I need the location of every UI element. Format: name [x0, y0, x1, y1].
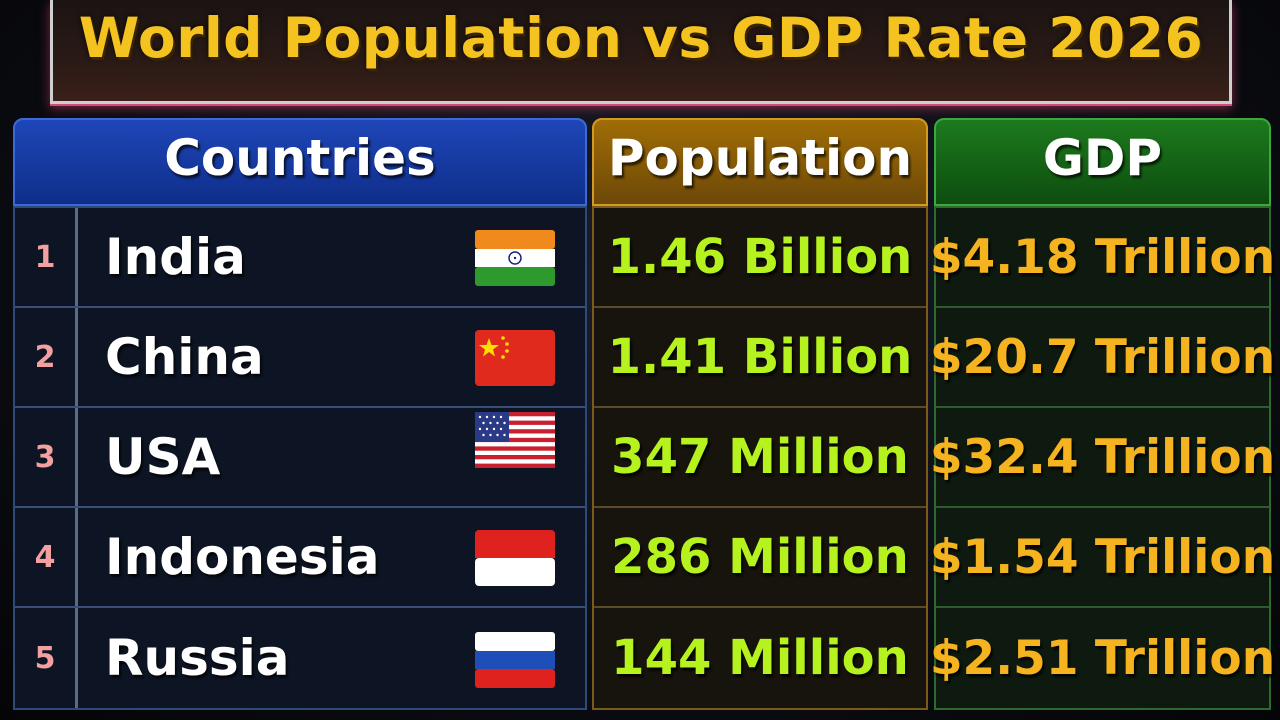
gdp-value: $20.7 Trillion: [929, 329, 1276, 385]
rank-divider: [75, 208, 78, 306]
table-row: 1 India: [15, 208, 585, 308]
rank-divider: [75, 608, 78, 708]
china-flag-icon: [475, 330, 555, 386]
page-title: World Population vs GDP Rate 2026: [78, 6, 1204, 70]
russia-flag-icon: [475, 632, 555, 688]
country-name: Russia: [105, 629, 290, 687]
header-countries-label: Countries: [164, 129, 436, 187]
country-name: India: [105, 228, 246, 286]
rank-divider: [75, 308, 78, 406]
rank-number: 1: [34, 239, 56, 275]
header-gdp: GDP: [934, 118, 1271, 206]
rank-number: 5: [34, 640, 56, 676]
table-row: 1.41 Billion: [594, 308, 926, 408]
india-flag-icon: [475, 230, 555, 286]
header-gdp-label: GDP: [1042, 129, 1163, 187]
gdp-value: $32.4 Trillion: [929, 429, 1276, 485]
table-row: $20.7 Trillion: [929, 308, 1276, 408]
rank-number: 4: [34, 539, 56, 575]
population-value: 144 Million: [611, 630, 909, 686]
header-population: Population: [592, 118, 928, 206]
population-value: 1.41 Billion: [607, 329, 913, 385]
population-value: 286 Million: [611, 529, 909, 585]
table-row: 5 Russia: [15, 608, 585, 708]
country-name: Indonesia: [105, 528, 380, 586]
population-column: 1.46 Billion 1.41 Billion 347 Million 28…: [592, 206, 928, 710]
rank-number: 2: [34, 339, 56, 375]
indonesia-flag-icon: [475, 530, 555, 586]
header-population-label: Population: [607, 129, 913, 187]
table-row: 2 China: [15, 308, 585, 408]
gdp-value: $4.18 Trillion: [929, 229, 1276, 285]
rank-divider: [75, 408, 78, 506]
table-row: 144 Million: [594, 608, 926, 708]
country-name: USA: [105, 428, 221, 486]
table-row: $1.54 Trillion: [929, 508, 1276, 608]
table-row: 4 Indonesia: [15, 508, 585, 608]
gdp-column: $4.18 Trillion $20.7 Trillion $32.4 Tril…: [929, 206, 1276, 710]
rank-number: 3: [34, 439, 56, 475]
table-row: $4.18 Trillion: [929, 208, 1276, 308]
population-value: 1.46 Billion: [607, 229, 913, 285]
header-countries: Countries: [13, 118, 587, 206]
table-row: $2.51 Trillion: [929, 608, 1276, 708]
country-name: China: [105, 328, 264, 386]
population-value: 347 Million: [611, 429, 909, 485]
countries-column: 1 India 2 China 3 USA: [13, 206, 587, 710]
table-row: $32.4 Trillion: [929, 408, 1276, 508]
table-row: 286 Million: [594, 508, 926, 608]
rank-divider: [75, 508, 78, 606]
table-row: 347 Million: [594, 408, 926, 508]
gdp-value: $1.54 Trillion: [929, 529, 1276, 585]
gdp-value: $2.51 Trillion: [929, 630, 1276, 686]
usa-flag-icon: [475, 412, 555, 468]
table-row: 3 USA: [15, 408, 585, 508]
title-banner: World Population vs GDP Rate 2026: [50, 0, 1232, 104]
table-row: 1.46 Billion: [594, 208, 926, 308]
